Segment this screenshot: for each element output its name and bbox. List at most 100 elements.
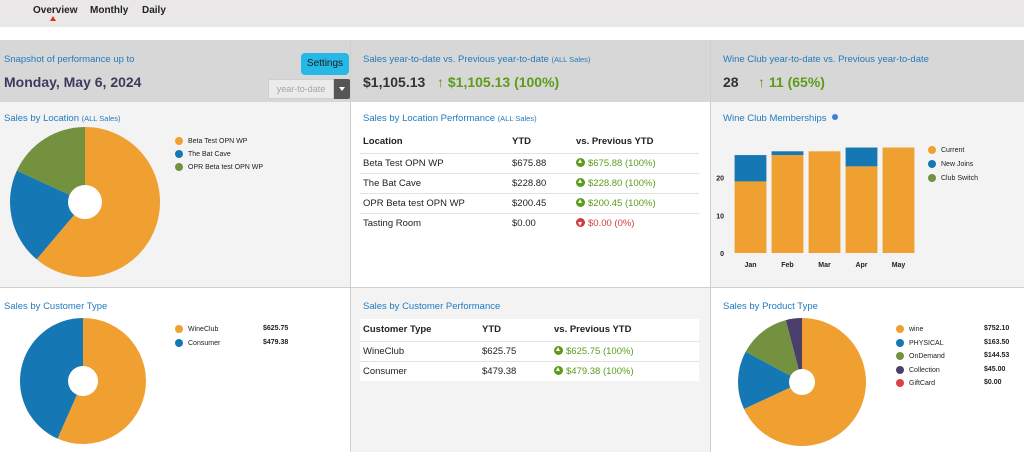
period-select[interactable]: year-to-date: [268, 79, 334, 99]
customer-perf-title: Sales by Customer Performance: [363, 301, 501, 312]
divider: [0, 287, 1024, 288]
memberships-title-text: Wine Club Memberships: [723, 113, 827, 124]
bar-may-current[interactable]: [882, 147, 915, 253]
legend-swatch: [175, 163, 183, 171]
legend-label: wine: [909, 325, 924, 333]
legend-value: $163.50: [984, 338, 1010, 346]
sales-by-location-title: Sales by Location (ALL Sales): [4, 113, 121, 124]
bar-feb-current[interactable]: [771, 155, 804, 253]
up-arrow-icon: ↑: [437, 74, 444, 90]
table-row: OPR Beta test OPN WP $200.45 $200.45 (100%…: [360, 192, 699, 213]
bar-apr-new-joins[interactable]: [845, 147, 878, 167]
pie-slice-ondemand[interactable]: [745, 320, 802, 382]
y-tick-label: 0: [720, 251, 724, 258]
table-row: Beta Test OPN WP $675.88 $675.88 (100%): [360, 152, 699, 173]
arrow-up-icon: [554, 345, 563, 355]
pie-slice-opr-beta-test-opn-wp[interactable]: [16, 127, 85, 202]
sales-ytd-title-text: Sales year-to-date vs. Previous year-to-…: [363, 54, 549, 65]
x-tick-label: May: [892, 262, 906, 269]
legend-item: Beta Test OPN WP: [175, 137, 247, 145]
legend-item: wine $752.10: [896, 325, 1011, 333]
column-header: vs. Previous YTD: [554, 324, 632, 336]
pie-slice-wineclub[interactable]: [57, 318, 146, 444]
legend-item: WineClub $625.75: [175, 325, 290, 333]
pie-slice-consumer[interactable]: [20, 318, 83, 439]
legend-swatch: [896, 379, 904, 387]
period-dropdown-button[interactable]: [334, 79, 350, 99]
legend-label: OnDemand: [909, 352, 945, 360]
active-tab-indicator: [50, 16, 56, 21]
snapshot-date: Monday, May 6, 2024: [4, 74, 142, 90]
legend-swatch: [928, 160, 936, 168]
ytd-cell: $200.45: [512, 192, 576, 213]
tab-monthly[interactable]: Monthly: [90, 5, 129, 16]
change-text: $675.88 (100%): [588, 157, 656, 169]
legend-label: GiftCard: [909, 379, 936, 387]
bar-jan-current[interactable]: [734, 181, 767, 253]
wineclub-ytd-change: ↑ 11 (65%): [758, 74, 825, 90]
pie-hole: [68, 366, 98, 396]
customer-type-cell: Consumer: [360, 360, 482, 381]
tab-daily[interactable]: Daily: [142, 5, 166, 16]
column-header: vs. Previous YTD: [576, 136, 654, 148]
bar-jan-new-joins[interactable]: [734, 155, 767, 182]
wineclub-ytd-title: Wine Club year-to-date vs. Previous year…: [723, 54, 929, 65]
sales-by-location-title-text: Sales by Location: [4, 113, 79, 124]
sales-ytd-value: $1,105.13: [363, 74, 426, 90]
product-type-title: Sales by Product Type: [723, 301, 818, 312]
location-cell: Tasting Room: [360, 212, 512, 233]
pie-slice-physical[interactable]: [738, 351, 802, 410]
x-tick-label: Feb: [781, 262, 793, 269]
arrow-up-icon: [576, 157, 585, 167]
column-header: YTD: [482, 324, 501, 336]
legend-value: $144.53: [984, 352, 1010, 359]
legend-swatch: [175, 339, 183, 347]
legend-swatch: [896, 325, 904, 333]
legend-value: $625.75: [263, 325, 289, 332]
sales-ytd-change: ↑ $1,105.13 (100%): [437, 74, 559, 90]
settings-button[interactable]: Settings: [301, 53, 349, 75]
tab-overview[interactable]: Overview: [33, 5, 78, 16]
ytd-cell: $675.88: [512, 152, 576, 173]
y-tick-label: 10: [716, 213, 724, 220]
change-text: $228.80 (100%): [588, 177, 656, 189]
pie-hole: [789, 369, 815, 395]
legend-value: $45.00: [984, 365, 1006, 373]
ytd-cell: $0.00: [512, 212, 576, 233]
wineclub-ytd-change-text: 11 (65%): [768, 74, 825, 90]
legend-item: GiftCard $0.00: [896, 379, 1011, 387]
legend-swatch: [896, 365, 904, 374]
legend-label: Collection: [909, 366, 940, 374]
ytd-cell: $228.80: [512, 172, 576, 193]
legend-item: The Bat Cave: [175, 150, 231, 158]
table-row: The Bat Cave $228.80 $228.80 (100%): [360, 172, 699, 193]
legend-item: OnDemand $144.53: [896, 352, 1011, 360]
legend-item: PHYSICAL $163.50: [896, 338, 1011, 347]
pie-slice-collection[interactable]: [785, 318, 802, 382]
legend-swatch: [175, 150, 183, 158]
info-icon[interactable]: [832, 114, 839, 120]
up-arrow-icon: ↑: [758, 74, 765, 90]
sales-ytd-change-text: $1,105.13 (100%): [447, 74, 560, 90]
top-nav: Overview Monthly Daily: [0, 0, 1024, 27]
change-text: $0.00 (0%): [588, 217, 635, 229]
legend-swatch: [928, 174, 936, 182]
bar-apr-current[interactable]: [845, 166, 878, 253]
x-tick-label: Mar: [818, 262, 831, 269]
legend-swatch: [175, 137, 183, 145]
change-cell: $200.45 (100%): [576, 192, 699, 213]
product-type-pie: [738, 318, 866, 446]
legend-label: Beta Test OPN WP: [188, 137, 248, 145]
change-text: $200.45 (100%): [588, 197, 656, 209]
memberships-title: Wine Club Memberships: [723, 113, 839, 124]
sales-by-location-pie: [10, 127, 160, 277]
bar-feb-new-joins[interactable]: [771, 151, 804, 156]
ytd-cell: $625.75: [482, 340, 554, 361]
legend-item: OPR Beta test OPN WP: [175, 163, 263, 171]
column-header: YTD: [512, 136, 531, 148]
memberships-bar-chart: 0 10 20 Jan Feb Mar Apr May: [716, 147, 915, 269]
sales-ytd-qualifier: (ALL Sales): [551, 55, 591, 64]
pie-slice-the-bat-cave[interactable]: [10, 170, 85, 260]
bar-mar-current[interactable]: [808, 151, 841, 253]
y-tick-label: 20: [716, 176, 724, 183]
